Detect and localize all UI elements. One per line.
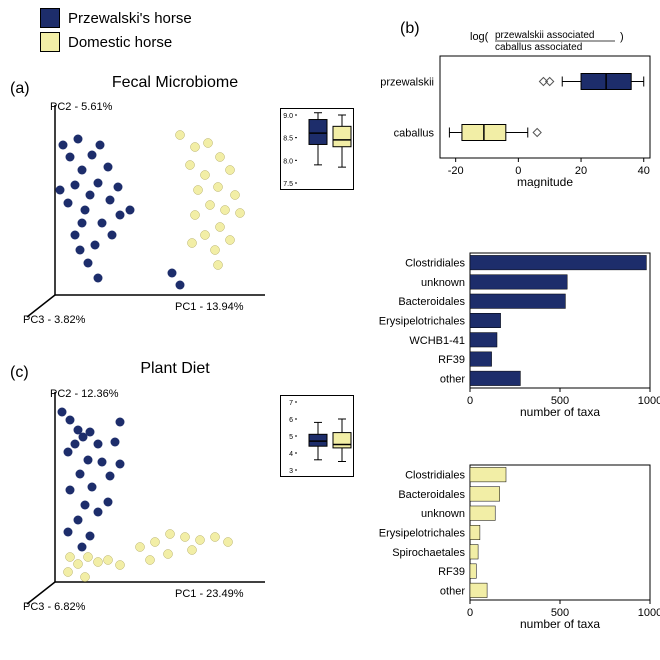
svg-text:0: 0 bbox=[467, 607, 473, 619]
scatter-a-title: Fecal Microbiome bbox=[85, 74, 265, 92]
svg-text:unknown: unknown bbox=[421, 508, 465, 520]
svg-text:number of taxa: number of taxa bbox=[520, 617, 600, 630]
svg-text:other: other bbox=[440, 373, 465, 385]
svg-text:7.5: 7.5 bbox=[283, 181, 293, 188]
svg-text:RF39: RF39 bbox=[438, 566, 465, 578]
svg-text:1000: 1000 bbox=[638, 607, 660, 619]
svg-text:PC3 - 6.82%: PC3 - 6.82% bbox=[23, 601, 86, 612]
svg-text:log(: log( bbox=[470, 31, 489, 43]
svg-text:RF39: RF39 bbox=[438, 354, 465, 366]
panel-c-label: (c) bbox=[10, 364, 29, 382]
scatter-a: PC2 - 5.61%PC1 - 13.94%PC3 - 3.82% bbox=[20, 95, 280, 315]
svg-text:WCHB1-41: WCHB1-41 bbox=[409, 335, 465, 347]
svg-text:Bacteroidales: Bacteroidales bbox=[398, 296, 465, 308]
svg-text:8.5: 8.5 bbox=[283, 136, 293, 143]
svg-text:Spirochaetales: Spirochaetales bbox=[392, 547, 465, 559]
legend-label-domestic: Domestic horse bbox=[68, 34, 172, 51]
svg-text:1000: 1000 bbox=[638, 395, 660, 407]
svg-text:caballus: caballus bbox=[394, 128, 435, 140]
svg-text:magnitude: magnitude bbox=[517, 175, 573, 188]
svg-text:3: 3 bbox=[289, 468, 293, 475]
bars-yellow: 05001000number of taxaClostridialesBacte… bbox=[360, 460, 650, 635]
svg-text:): ) bbox=[620, 31, 624, 43]
svg-text:7: 7 bbox=[289, 400, 293, 407]
svg-text:Erysipelotrichales: Erysipelotrichales bbox=[379, 316, 466, 328]
svg-text:przewalskii associated: przewalskii associated bbox=[495, 30, 595, 41]
bars-blue: 05001000number of taxaClostridialesunkno… bbox=[360, 248, 650, 423]
svg-text:Clostridiales: Clostridiales bbox=[405, 258, 465, 270]
legend-swatch-przewalski bbox=[40, 8, 60, 28]
legend: Przewalski's horse Domestic horse bbox=[40, 8, 192, 56]
svg-text:PC2 - 12.36%: PC2 - 12.36% bbox=[50, 388, 119, 400]
svg-text:6: 6 bbox=[289, 417, 293, 424]
svg-text:caballus associated: caballus associated bbox=[495, 42, 582, 53]
svg-text:5: 5 bbox=[289, 434, 293, 441]
svg-text:40: 40 bbox=[638, 165, 650, 177]
svg-text:9.0: 9.0 bbox=[283, 113, 293, 120]
svg-text:other: other bbox=[440, 585, 465, 597]
legend-swatch-domestic bbox=[40, 32, 60, 52]
svg-text:PC1 - 23.49%: PC1 - 23.49% bbox=[175, 588, 244, 600]
scatter-c: PC2 - 12.36%PC1 - 23.49%PC3 - 6.82% bbox=[20, 382, 280, 602]
legend-item-domestic: Domestic horse bbox=[40, 32, 192, 52]
svg-text:number of taxa: number of taxa bbox=[520, 405, 600, 418]
svg-text:-20: -20 bbox=[448, 165, 464, 177]
svg-text:4: 4 bbox=[289, 451, 293, 458]
svg-text:PC1 - 13.94%: PC1 - 13.94% bbox=[175, 301, 244, 313]
legend-item-przewalski: Przewalski's horse bbox=[40, 8, 192, 28]
svg-text:20: 20 bbox=[575, 165, 587, 177]
svg-text:PC2 - 5.61%: PC2 - 5.61% bbox=[50, 101, 113, 113]
inset-a: 7.5 8.0 8.5 9.0 bbox=[280, 108, 354, 190]
svg-text:unknown: unknown bbox=[421, 277, 465, 289]
svg-text:Bacteroidales: Bacteroidales bbox=[398, 489, 465, 501]
svg-text:8.0: 8.0 bbox=[283, 158, 293, 165]
svg-text:Erysipelotrichales: Erysipelotrichales bbox=[379, 528, 466, 540]
svg-text:Clostridiales: Clostridiales bbox=[405, 470, 465, 482]
svg-text:przewalskii: przewalskii bbox=[380, 77, 434, 89]
boxplot-b: log( przewalskii associatedcaballus assoc… bbox=[360, 28, 650, 193]
svg-text:0: 0 bbox=[467, 395, 473, 407]
inset-c: 3 4 5 6 7 bbox=[280, 395, 354, 477]
legend-label-przewalski: Przewalski's horse bbox=[68, 10, 192, 27]
scatter-c-title: Plant Diet bbox=[85, 360, 265, 378]
svg-text:PC3 - 3.82%: PC3 - 3.82% bbox=[23, 314, 86, 325]
